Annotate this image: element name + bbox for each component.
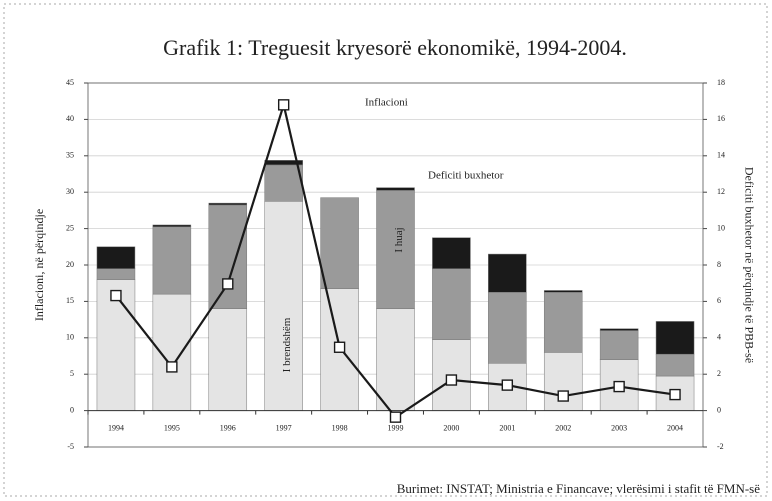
bar-segment [376, 187, 415, 191]
y-tick-label: 10 [66, 333, 74, 342]
bar-segment [655, 353, 695, 377]
bar-segment [599, 328, 639, 331]
source: Burimet: INSTAT; Ministria e Financave; … [397, 481, 760, 496]
plot-frame [87, 82, 704, 448]
annotation: Deficiti buxhetor [428, 170, 504, 182]
bar-segment [488, 292, 527, 364]
bar-segment [96, 268, 136, 280]
bar-segment [543, 290, 583, 293]
line-marker [333, 341, 346, 353]
bar-segment [264, 164, 303, 202]
bar-segment [376, 308, 415, 411]
x-tick-label: 2004 [667, 423, 683, 432]
y2-tick-label: 10 [717, 223, 725, 232]
line-marker [557, 390, 569, 402]
x-tick-label: 1997 [276, 423, 292, 432]
x-tick-label: 2003 [611, 423, 627, 432]
bar-segment [488, 253, 527, 293]
y-tick-label: 30 [66, 187, 74, 196]
line-marker [277, 99, 290, 111]
y2-tick-label: 6 [717, 296, 721, 305]
bar-segment [543, 292, 583, 353]
x-tick-label: 2001 [499, 423, 515, 432]
x-tick-label: 2002 [555, 423, 571, 432]
y2-tick-label: 0 [717, 405, 721, 414]
y2-tick-label: 8 [717, 260, 721, 269]
bar-segment [599, 330, 639, 360]
x-tick-label: 1994 [108, 423, 124, 432]
y2-axis-title: Deficiti buxhetor në përqindje të PBB-së [742, 167, 756, 363]
line-marker [613, 380, 625, 393]
y-tick-label: 40 [66, 114, 74, 123]
line-marker [445, 374, 458, 386]
bar-segment [208, 202, 248, 206]
bar-segment [96, 246, 136, 269]
bar-segment [655, 321, 695, 355]
y-tick-label: 25 [66, 223, 74, 232]
y-tick-label: 20 [66, 260, 74, 269]
bar-segment [152, 293, 192, 411]
bar-segment [208, 204, 248, 309]
x-tick-label: 1996 [220, 423, 236, 432]
y2-tick-label: 2 [717, 369, 721, 378]
bar-segment [264, 201, 303, 411]
annotation: Inflacioni [365, 97, 408, 109]
bar-segment [432, 237, 471, 269]
bar-segment [432, 268, 471, 340]
bar-segment [543, 352, 583, 411]
y-tick-label: -5 [67, 442, 74, 451]
line-marker [110, 289, 122, 302]
series-label: I huaj [393, 227, 405, 252]
y-tick-label: 35 [66, 151, 74, 160]
y2-tick-label: 18 [717, 78, 725, 87]
x-tick-label: 2000 [443, 423, 459, 432]
y-tick-label: 45 [66, 78, 74, 87]
y2-tick-label: 16 [717, 114, 725, 123]
chart-title: Grafik 1: Treguesit kryesorë ekonomikë, … [163, 35, 627, 60]
y-tick-label: 15 [66, 296, 74, 305]
bar-segment [376, 190, 415, 309]
x-tick-label: 1999 [388, 423, 404, 432]
y2-tick-label: 14 [717, 151, 725, 160]
bar-segment [152, 224, 192, 228]
line-marker [669, 388, 681, 401]
y2-tick-label: 4 [717, 333, 721, 342]
y2-tick-label: -2 [717, 442, 724, 451]
y-tick-label: 0 [70, 405, 74, 414]
series-label: I brendshëm [281, 317, 293, 372]
bar-segment [208, 308, 248, 411]
x-tick-label: 1998 [332, 423, 348, 432]
line-marker [166, 361, 178, 373]
y-tick-label: 5 [70, 369, 74, 378]
x-tick-label: 1995 [164, 423, 180, 432]
line-marker [389, 411, 402, 423]
frame [3, 3, 768, 497]
bar-segment [320, 197, 359, 289]
line-marker [222, 278, 234, 290]
bar-segment [152, 226, 192, 295]
line-marker [501, 379, 514, 391]
y2-tick-label: 12 [717, 187, 725, 196]
y-axis-title: Inflacioni, në përqindje [32, 209, 46, 321]
